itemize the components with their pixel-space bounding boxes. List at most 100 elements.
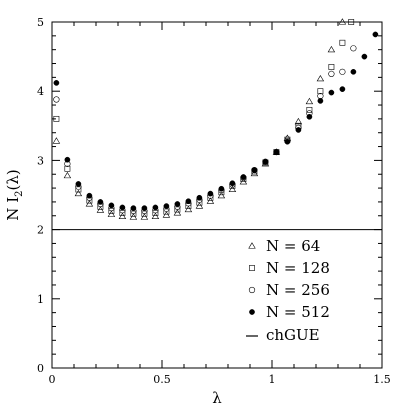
data-point-series-0	[74, 189, 83, 197]
data-point-series-3	[295, 127, 302, 133]
data-point-series-3	[350, 68, 357, 75]
ticks	[51, 21, 383, 369]
data-point-series-0	[195, 202, 204, 209]
data-point-series-1	[130, 210, 137, 217]
data-point-series-1	[108, 208, 115, 214]
data-point-series-1	[64, 165, 71, 172]
data-point-series-0	[52, 137, 61, 144]
data-point-series-0	[85, 200, 94, 207]
legend-label-n128: N = 128	[266, 259, 330, 277]
plot-frame	[51, 21, 383, 369]
legend-markers	[248, 242, 256, 315]
data-point-series-3	[229, 180, 236, 187]
data-point-series-1	[152, 210, 159, 216]
data-point-series-0	[173, 209, 182, 216]
data-point-series-1	[53, 115, 60, 122]
y-tick-label: 3	[37, 154, 44, 167]
y-tick-label: 2	[37, 224, 44, 237]
data-point-series-0	[96, 206, 105, 213]
data-point-series-0	[63, 171, 72, 179]
data-point-series-1	[348, 19, 355, 25]
data-point-series-3	[207, 190, 214, 197]
legend-label-n64: N = 64	[266, 237, 320, 255]
data-point-series-3	[64, 156, 71, 163]
legend-marker-series-1	[249, 265, 255, 271]
data-point-series-3	[163, 203, 170, 209]
data-point-series-3	[317, 98, 324, 104]
data-point-series-0	[140, 213, 149, 220]
x-tick-label: 1.5	[373, 373, 391, 386]
x-axis-label: λ	[212, 389, 222, 407]
y-tick-label: 4	[37, 85, 44, 98]
data-point-series-3	[130, 205, 137, 211]
data-point-series-3	[218, 185, 225, 192]
data-point-series-0	[327, 45, 336, 53]
data-point-series-3	[174, 201, 181, 207]
data-point-series-3	[284, 138, 291, 145]
y-axis-label-main: N I	[4, 197, 22, 221]
data-point-series-3	[251, 167, 258, 173]
data-point-series-3	[196, 194, 203, 201]
data-point-series-1	[174, 206, 181, 213]
data-point-series-0	[184, 205, 193, 213]
data-point-series-3	[185, 198, 192, 205]
data-point-series-0	[129, 213, 138, 220]
data-point-series-3	[262, 158, 269, 165]
data-point-series-0	[305, 97, 314, 105]
data-point-series-3	[97, 199, 104, 205]
data-point-series-0	[294, 117, 303, 125]
data-point-series-1	[339, 39, 346, 46]
data-point-series-2	[350, 45, 357, 52]
data-point-series-0	[228, 185, 237, 193]
data-point-series-0	[118, 212, 127, 219]
data-point-series-3	[119, 204, 126, 211]
data-point-series-3	[273, 149, 280, 155]
legend-label-chgue: chGUE	[266, 326, 320, 344]
legend-label-n512: N = 512	[266, 303, 330, 321]
data-point-series-3	[361, 53, 368, 60]
legend-marker-series-0	[248, 242, 256, 249]
data-point-series-0	[316, 74, 325, 82]
data-point-series-3	[306, 113, 313, 120]
data-point-series-3	[108, 202, 115, 209]
data-point-series-3	[240, 174, 247, 180]
data-point-series-2	[328, 70, 335, 77]
y-axis-label-arg: (λ)	[4, 169, 22, 190]
x-tick-label: 0.5	[153, 373, 171, 386]
data-point-series-1	[141, 210, 148, 217]
data-point-series-0	[239, 178, 248, 185]
data-points	[52, 18, 379, 220]
data-point-series-1	[317, 88, 324, 95]
data-point-series-0	[338, 18, 347, 25]
data-point-series-0	[107, 210, 116, 217]
data-point-series-1	[328, 64, 335, 70]
x-tick-label: 1	[269, 373, 276, 386]
data-point-series-0	[162, 211, 171, 218]
data-point-series-0	[217, 191, 226, 199]
data-point-series-3	[53, 80, 60, 86]
data-point-series-3	[339, 86, 346, 92]
legend-label-n256: N = 256	[266, 281, 330, 299]
data-point-series-1	[75, 186, 82, 193]
data-point-series-3	[75, 181, 82, 187]
data-point-series-2	[339, 68, 346, 75]
data-point-series-3	[152, 204, 159, 211]
legend: N = 64 N = 128 N = 256 N = 512 chGUE	[246, 237, 330, 344]
x-tick-label: 0	[49, 373, 56, 386]
tick-labels: 0 0.5 1 1.5 0 1 2 3 4 5	[37, 16, 391, 386]
data-point-series-3	[372, 31, 379, 38]
data-point-series-0	[206, 197, 215, 204]
data-point-series-2	[53, 96, 60, 103]
data-point-series-0	[250, 169, 259, 177]
y-tick-label: 5	[37, 16, 44, 29]
data-point-series-1	[119, 210, 126, 216]
y-axis-label: N I2(λ)	[4, 169, 25, 220]
data-point-series-3	[141, 205, 148, 211]
data-point-series-0	[151, 212, 160, 219]
data-point-series-1	[306, 106, 313, 113]
data-point-series-3	[86, 192, 93, 199]
legend-marker-series-2	[248, 286, 256, 294]
data-point-series-1	[163, 208, 170, 215]
y-tick-label: 1	[37, 293, 44, 306]
